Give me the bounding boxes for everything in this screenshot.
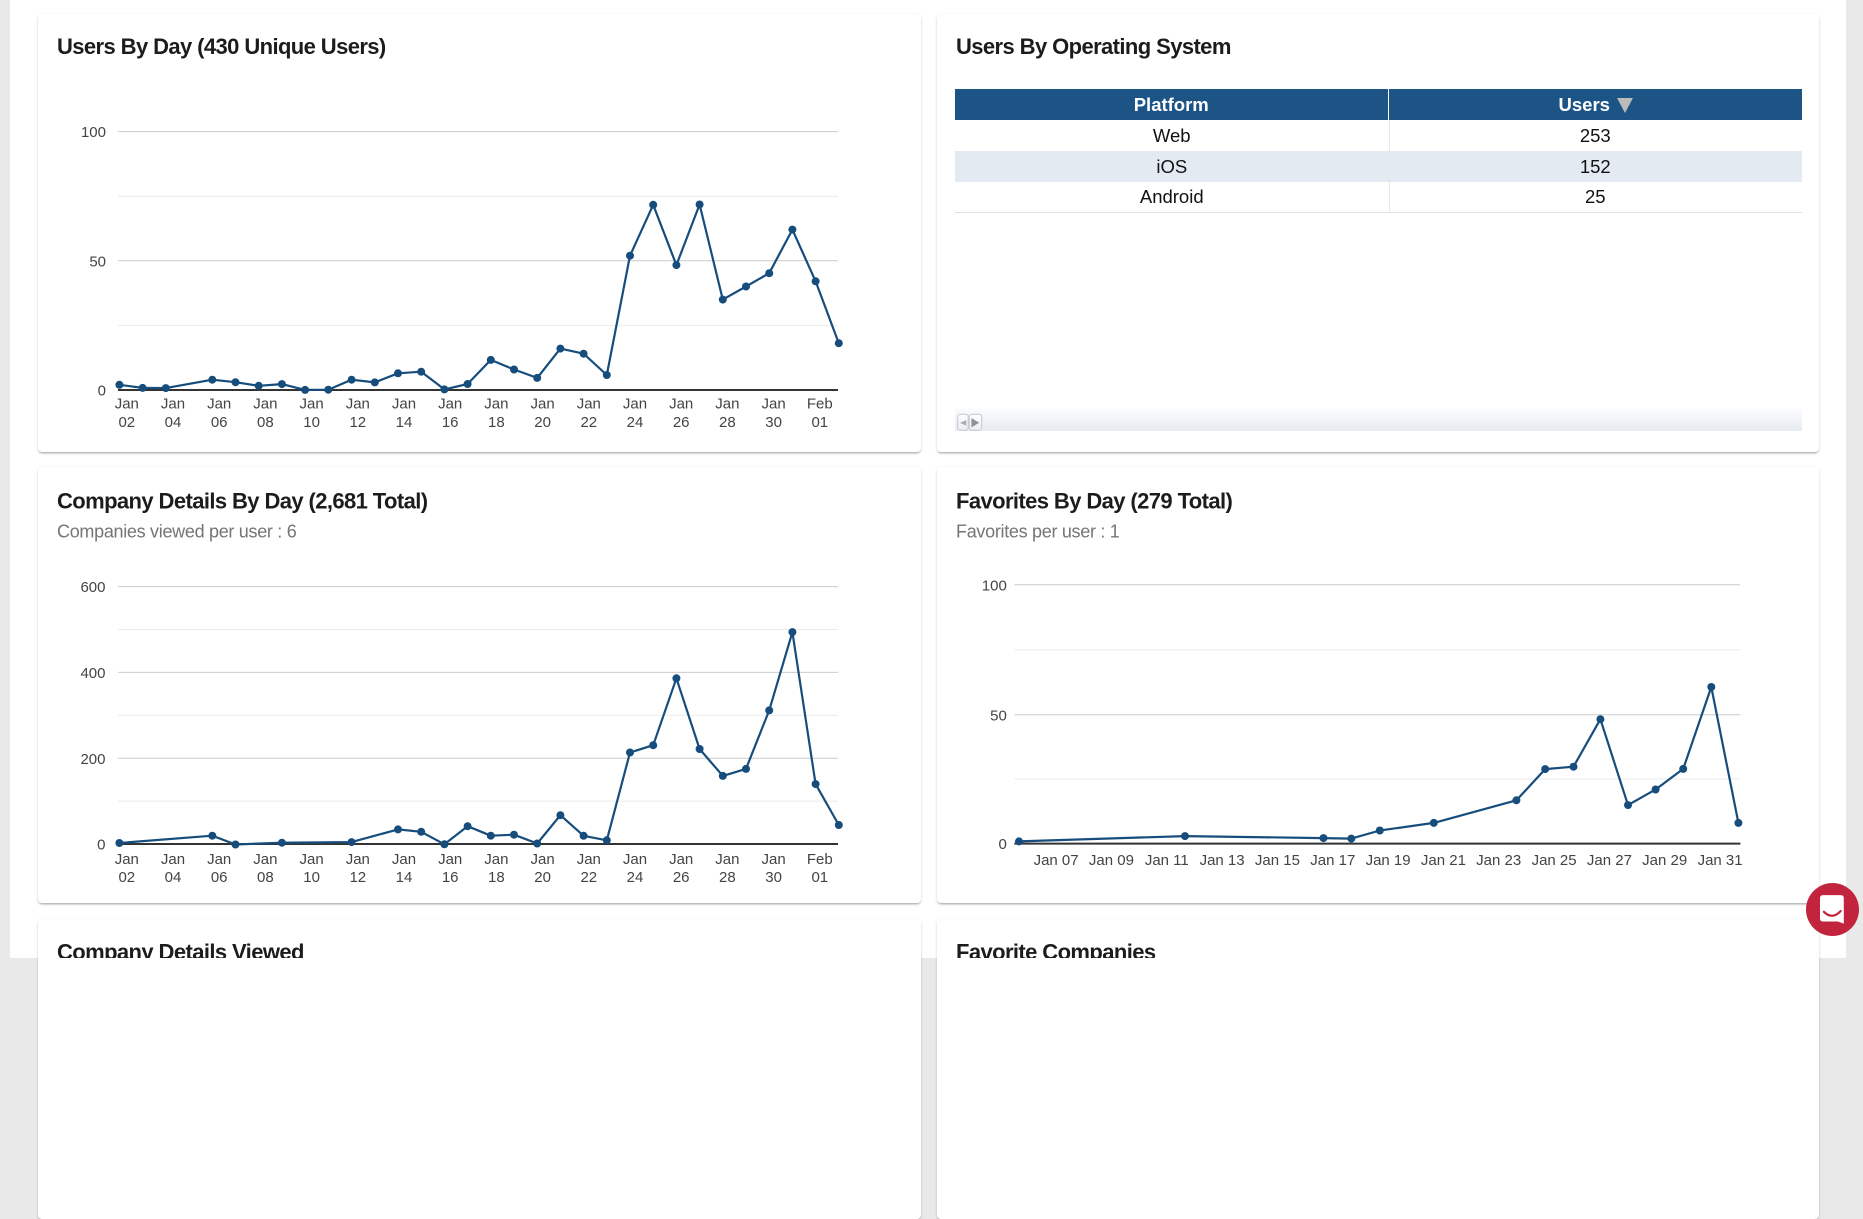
svg-text:10: 10 [303, 414, 320, 431]
svg-text:04: 04 [165, 414, 182, 431]
svg-text:Jan 15: Jan 15 [1255, 852, 1300, 869]
svg-text:Jan: Jan [346, 851, 370, 868]
svg-text:Feb: Feb [807, 851, 833, 868]
svg-text:Jan: Jan [531, 396, 555, 413]
svg-text:Jan: Jan [346, 396, 370, 413]
svg-text:Jan: Jan [253, 396, 277, 413]
svg-text:Jan: Jan [392, 851, 416, 868]
svg-text:06: 06 [211, 414, 228, 431]
svg-text:24: 24 [627, 414, 644, 431]
svg-text:Jan: Jan [161, 851, 185, 868]
svg-text:Feb: Feb [807, 396, 833, 413]
svg-text:26: 26 [673, 869, 690, 886]
svg-text:Jan: Jan [669, 851, 693, 868]
svg-text:14: 14 [396, 414, 413, 431]
svg-text:18: 18 [488, 414, 505, 431]
svg-text:Jan: Jan [300, 851, 324, 868]
svg-text:06: 06 [211, 869, 228, 886]
svg-text:Jan: Jan [531, 851, 555, 868]
svg-text:Jan 17: Jan 17 [1310, 852, 1355, 869]
svg-text:20: 20 [534, 869, 551, 886]
svg-text:Jan: Jan [762, 851, 786, 868]
svg-text:Favorites By Day (279 Total): Favorites By Day (279 Total) [956, 489, 1232, 514]
svg-text:Jan: Jan [623, 851, 647, 868]
svg-text:22: 22 [580, 414, 597, 431]
svg-text:18: 18 [488, 869, 505, 886]
svg-text:Company Details By Day (2,681: Company Details By Day (2,681 Total) [57, 489, 428, 514]
svg-text:28: 28 [719, 414, 736, 431]
svg-text:12: 12 [349, 869, 366, 886]
svg-text:12: 12 [349, 414, 366, 431]
svg-text:Jan 23: Jan 23 [1476, 852, 1521, 869]
svg-text:10: 10 [303, 869, 320, 886]
svg-text:Jan: Jan [623, 396, 647, 413]
svg-text:Jan 21: Jan 21 [1421, 852, 1466, 869]
svg-text:Users By Operating System: Users By Operating System [956, 34, 1231, 59]
svg-text:Company Details Viewed: Company Details Viewed [57, 940, 304, 959]
svg-text:Jan: Jan [207, 851, 231, 868]
svg-text:100: 100 [81, 124, 106, 141]
svg-text:Jan: Jan [577, 396, 601, 413]
svg-text:Jan 27: Jan 27 [1587, 852, 1632, 869]
svg-text:26: 26 [673, 414, 690, 431]
svg-text:0: 0 [97, 837, 105, 854]
svg-text:Jan: Jan [161, 396, 185, 413]
svg-text:Users By Day (430 Unique Users: Users By Day (430 Unique Users) [57, 34, 386, 59]
svg-text:Jan: Jan [253, 851, 277, 868]
svg-text:400: 400 [80, 665, 105, 682]
svg-text:Jan 09: Jan 09 [1089, 852, 1134, 869]
svg-text:30: 30 [765, 414, 782, 431]
svg-text:08: 08 [257, 414, 274, 431]
svg-text:Jan 11: Jan 11 [1145, 852, 1189, 869]
svg-text:20: 20 [534, 414, 551, 431]
svg-text:200: 200 [80, 751, 105, 768]
svg-text:Jan 29: Jan 29 [1642, 852, 1687, 869]
svg-text:01: 01 [811, 414, 828, 431]
svg-text:08: 08 [257, 869, 274, 886]
svg-text:Jan: Jan [484, 396, 508, 413]
svg-text:16: 16 [442, 869, 459, 886]
svg-text:14: 14 [396, 869, 413, 886]
svg-text:Jan: Jan [762, 396, 786, 413]
svg-text:02: 02 [118, 414, 135, 431]
svg-text:02: 02 [118, 869, 135, 886]
svg-text:Jan: Jan [715, 396, 739, 413]
svg-text:Jan: Jan [438, 396, 462, 413]
svg-text:Favorite Companies: Favorite Companies [956, 940, 1156, 959]
svg-text:28: 28 [719, 869, 736, 886]
svg-text:Jan: Jan [715, 851, 739, 868]
svg-text:100: 100 [982, 577, 1007, 594]
svg-text:Jan: Jan [392, 396, 416, 413]
svg-text:Companies viewed per user : 6: Companies viewed per user : 6 [57, 521, 297, 541]
svg-text:Jan 19: Jan 19 [1366, 852, 1411, 869]
svg-text:600: 600 [80, 579, 105, 596]
svg-text:50: 50 [990, 707, 1007, 724]
svg-text:0: 0 [98, 383, 106, 400]
svg-text:Jan: Jan [669, 396, 693, 413]
svg-text:30: 30 [765, 869, 782, 886]
svg-text:01: 01 [811, 869, 828, 886]
svg-text:Favorites per user : 1: Favorites per user : 1 [956, 521, 1120, 541]
svg-text:22: 22 [580, 869, 597, 886]
svg-text:Jan: Jan [484, 851, 508, 868]
svg-text:Jan: Jan [115, 396, 139, 413]
svg-text:Jan: Jan [115, 851, 139, 868]
svg-text:Jan: Jan [300, 396, 324, 413]
svg-text:Jan 25: Jan 25 [1532, 852, 1577, 869]
svg-text:Jan: Jan [438, 851, 462, 868]
svg-text:Jan 07: Jan 07 [1034, 852, 1079, 869]
svg-text:50: 50 [89, 253, 106, 270]
svg-text:Jan: Jan [207, 396, 231, 413]
svg-text:Jan 31: Jan 31 [1698, 852, 1743, 869]
svg-text:04: 04 [165, 869, 182, 886]
svg-text:Jan 13: Jan 13 [1200, 852, 1245, 869]
svg-text:24: 24 [627, 869, 644, 886]
svg-text:Jan: Jan [577, 851, 601, 868]
svg-text:0: 0 [998, 836, 1006, 853]
svg-text:16: 16 [442, 414, 459, 431]
